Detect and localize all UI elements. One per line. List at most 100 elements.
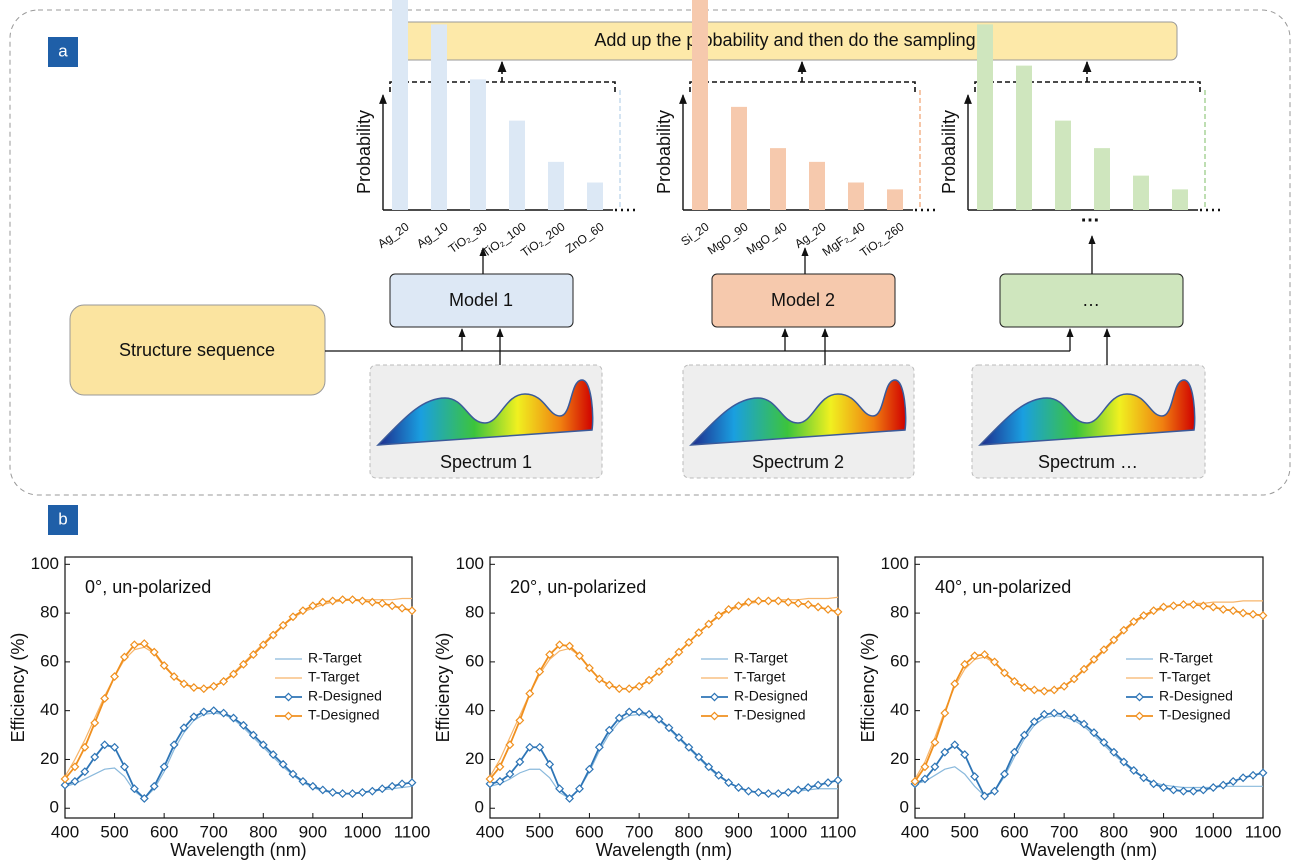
x-tick-label: 800	[1100, 822, 1128, 841]
x-tick-label: 400	[476, 822, 504, 841]
marker	[765, 597, 772, 604]
marker	[1240, 610, 1247, 617]
x-tick-label: Ag_20	[375, 219, 412, 251]
marker	[121, 763, 128, 770]
marker	[775, 790, 782, 797]
marker	[765, 790, 772, 797]
marker	[339, 596, 346, 603]
x-tick-label: 700	[1050, 822, 1078, 841]
x-tick-label: 500	[951, 822, 979, 841]
marker	[941, 710, 948, 717]
marker	[1041, 688, 1048, 695]
marker	[795, 786, 802, 793]
banner-text: Add up the probability and then do the s…	[594, 30, 975, 50]
x-tick-label: 500	[526, 822, 554, 841]
marker	[379, 785, 386, 792]
y-axis-label: Probability	[354, 110, 374, 194]
legend-marker	[711, 693, 718, 700]
bar	[392, 0, 408, 210]
x-tick-label: TiO₂_200	[518, 219, 567, 259]
marker	[1220, 781, 1227, 788]
y-axis-label: Efficiency (%)	[8, 633, 28, 743]
y-axis-label: Efficiency (%)	[433, 633, 453, 743]
marker	[526, 690, 533, 697]
model-text: …	[1082, 290, 1100, 310]
x-tick-label: 900	[724, 822, 752, 841]
y-tick-label: 80	[890, 603, 909, 622]
y-tick-label: 100	[881, 554, 909, 573]
marker	[834, 777, 841, 784]
bar	[887, 189, 903, 210]
marker	[616, 685, 623, 692]
bar	[1172, 189, 1188, 210]
x-tick-label: 900	[299, 822, 327, 841]
marker	[1249, 611, 1256, 618]
x-tick-label: 1100	[1245, 822, 1282, 841]
x-tick-label: 500	[100, 822, 128, 841]
x-tick-label: Ag_10	[414, 219, 451, 251]
marker	[516, 717, 523, 724]
marker	[1180, 788, 1187, 795]
bar	[548, 162, 564, 210]
marker	[398, 605, 405, 612]
marker	[1011, 749, 1018, 756]
marker	[319, 599, 326, 606]
legend-label: T-Target	[734, 669, 785, 685]
legend-label: T-Target	[308, 669, 359, 685]
y-tick-label: 20	[465, 749, 484, 768]
marker	[359, 597, 366, 604]
bar	[692, 0, 708, 210]
marker	[1031, 686, 1038, 693]
legend-marker	[285, 712, 292, 719]
y-tick-label: 100	[31, 554, 59, 573]
x-axis-label: Wavelength (nm)	[170, 840, 306, 860]
marker	[111, 673, 118, 680]
marker	[755, 789, 762, 796]
marker	[200, 685, 207, 692]
model-text: Model 1	[449, 290, 513, 310]
marker	[536, 744, 543, 751]
marker	[1220, 606, 1227, 613]
legend-marker	[711, 712, 718, 719]
bar	[809, 162, 825, 210]
y-tick-label: 0	[50, 798, 59, 817]
y-tick-label: 20	[890, 749, 909, 768]
marker	[991, 788, 998, 795]
marker	[1210, 603, 1217, 610]
x-tick-label: 600	[150, 822, 178, 841]
marker	[408, 607, 415, 614]
marker	[389, 602, 396, 609]
marker	[1051, 686, 1058, 693]
series-line	[490, 714, 838, 798]
legend-label: T-Designed	[308, 707, 380, 723]
bar	[1055, 121, 1071, 210]
marker	[379, 600, 386, 607]
x-tick-label: 400	[901, 822, 929, 841]
bar	[470, 79, 486, 210]
marker	[349, 596, 356, 603]
bar	[1016, 66, 1032, 210]
marker	[408, 779, 415, 786]
marker	[546, 761, 553, 768]
x-tick-label: MgO_90	[705, 219, 751, 257]
spectrum-label: Spectrum 2	[752, 452, 844, 472]
x-tick-label: MgO_40	[744, 219, 790, 257]
x-axis-label: Wavelength (nm)	[1021, 840, 1157, 860]
y-tick-label: 60	[890, 651, 909, 670]
legend-label: R-Designed	[308, 688, 382, 704]
marker	[91, 719, 98, 726]
y-axis-label: Probability	[939, 110, 959, 194]
legend-label: T-Target	[1159, 669, 1210, 685]
x-tick-label: ZnO_60	[563, 219, 607, 256]
bar	[1094, 148, 1110, 210]
y-tick-label: 80	[465, 603, 484, 622]
marker	[329, 597, 336, 604]
marker	[398, 780, 405, 787]
bar	[587, 183, 603, 211]
bar	[848, 183, 864, 211]
marker	[745, 788, 752, 795]
marker	[1249, 772, 1256, 779]
marker	[824, 606, 831, 613]
marker	[815, 781, 822, 788]
y-tick-label: 80	[40, 603, 59, 622]
